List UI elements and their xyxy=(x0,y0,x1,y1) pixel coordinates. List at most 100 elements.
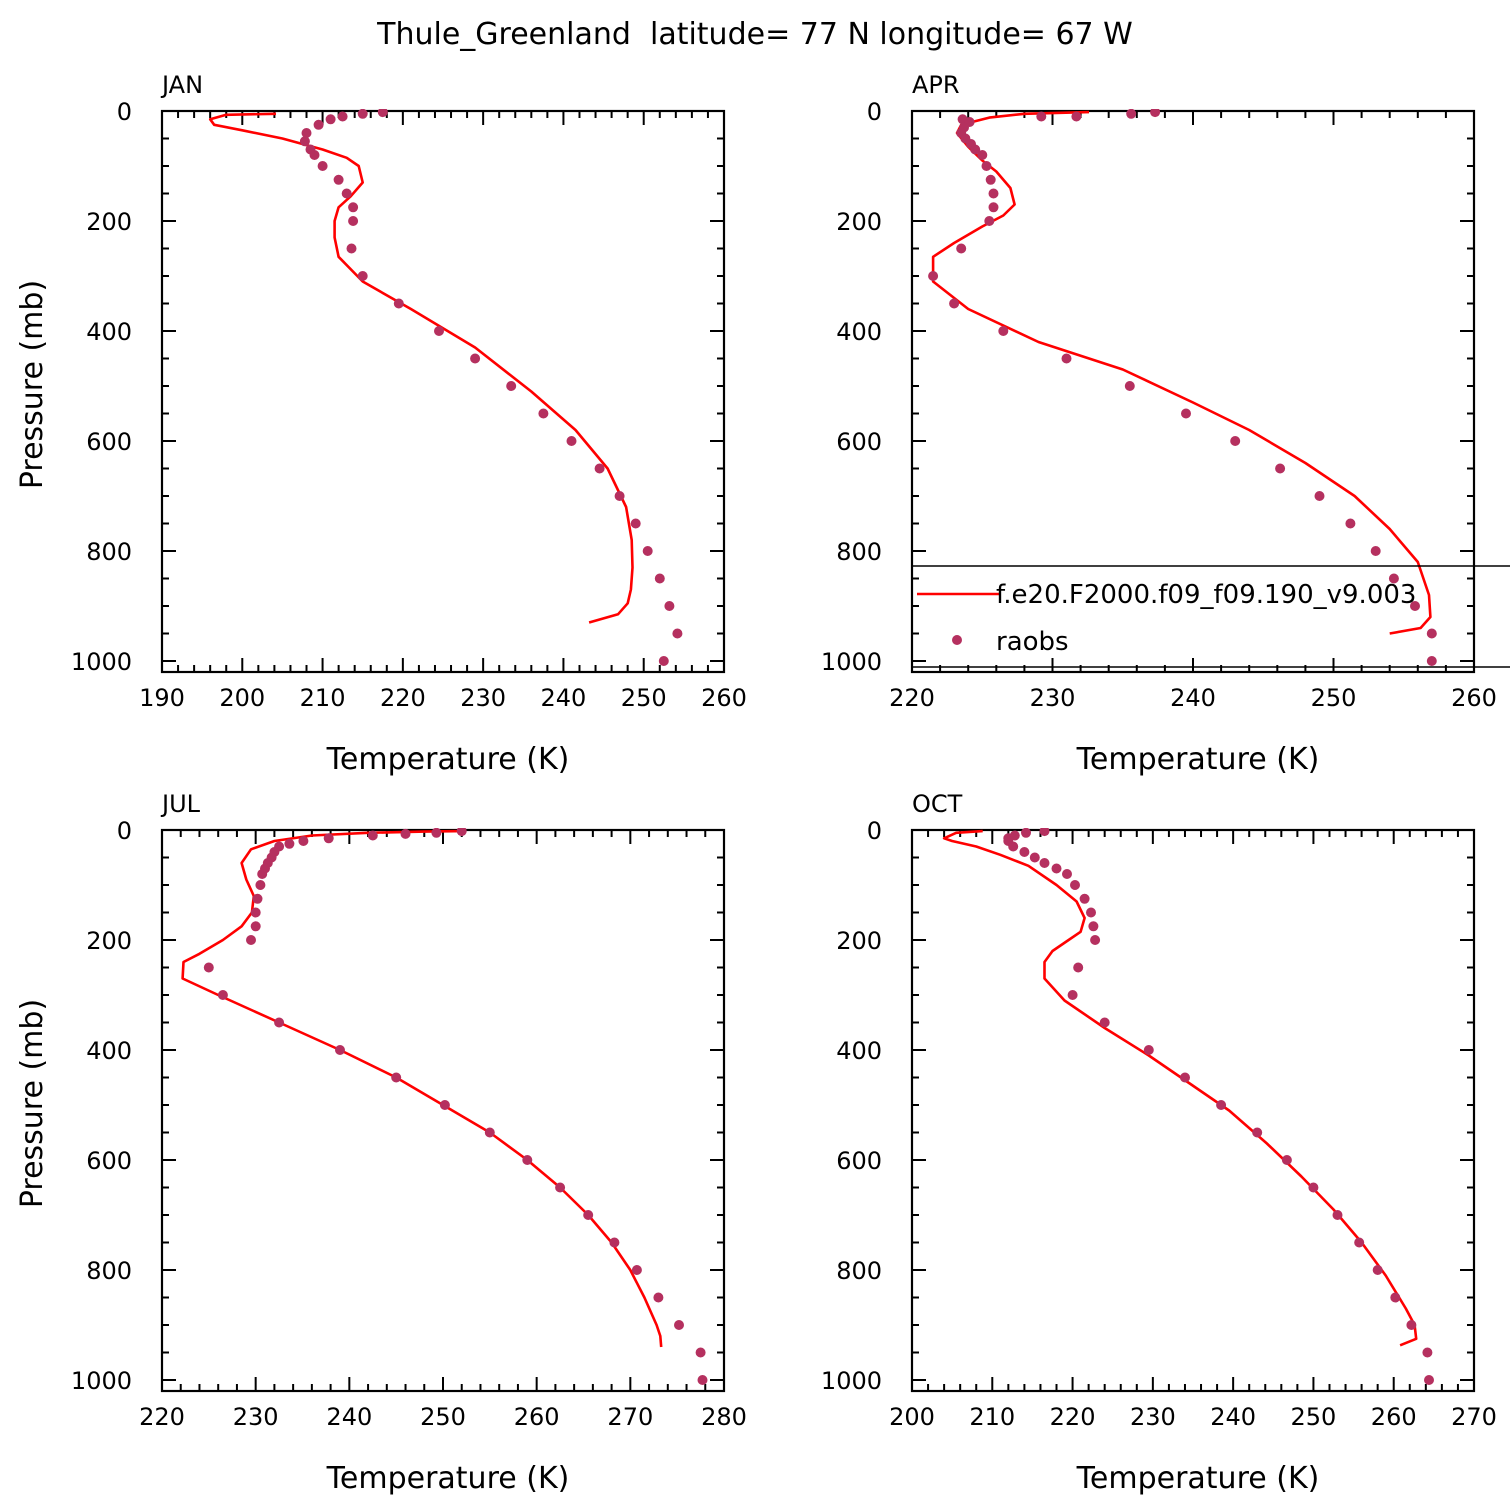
obs-point xyxy=(1039,828,1050,837)
obs-point xyxy=(998,326,1009,336)
obs-point xyxy=(1180,1072,1190,1083)
legend-label-obs: raobs xyxy=(996,627,1069,657)
obs-point xyxy=(348,202,359,213)
obs-point xyxy=(317,161,328,171)
y-tick-label: 400 xyxy=(86,1037,132,1065)
y-tick-label: 1000 xyxy=(821,648,882,676)
obs-point xyxy=(522,1155,533,1165)
obs-point xyxy=(348,216,359,226)
y-axis-label: Pressure (mb) xyxy=(15,999,50,1208)
obs-point xyxy=(1088,921,1099,932)
obs-point xyxy=(484,1127,495,1138)
x-tick-label: 230 xyxy=(233,1403,279,1431)
obs-point xyxy=(1090,935,1101,945)
x-axis-label: Temperature (K) xyxy=(1076,1461,1320,1496)
x-tick-label: 230 xyxy=(1030,684,1076,712)
obs-point xyxy=(341,188,352,199)
x-tick-label: 260 xyxy=(1451,684,1497,712)
obs-point xyxy=(566,436,577,446)
obs-point xyxy=(1124,381,1135,391)
x-tick-label: 230 xyxy=(460,684,506,712)
obs-point xyxy=(956,243,967,254)
obs-point xyxy=(274,1017,285,1028)
y-tick-label: 800 xyxy=(836,1257,882,1285)
x-axis-label: Temperature (K) xyxy=(326,742,570,777)
obs-point xyxy=(1029,852,1040,863)
panel-jan: JAN 190 200 210 220 230 240 250 260 0 200 400 600 800… xyxy=(15,71,747,777)
x-tick-label: 220 xyxy=(889,684,935,712)
x-tick-label: 260 xyxy=(1371,1403,1417,1431)
x-tick-label: 260 xyxy=(514,1403,560,1431)
y-axis-label: Pressure (mb) xyxy=(15,280,50,489)
x-tick-label: 220 xyxy=(139,1403,185,1431)
obs-point xyxy=(298,836,309,846)
panel-apr: APR 220 230 240 250 260 0 200 400 600 800 1000 Tempe… xyxy=(821,71,1497,777)
obs-point xyxy=(1345,518,1356,529)
obs-point xyxy=(1314,491,1325,501)
x-tick-label: 250 xyxy=(1311,684,1357,712)
y-tick-label: 200 xyxy=(86,927,132,955)
obs-point xyxy=(1332,1210,1343,1220)
obs-point xyxy=(1308,1182,1319,1193)
obs-point xyxy=(609,1237,620,1248)
panel-label-jan: JAN xyxy=(160,71,203,99)
obs-point xyxy=(1019,847,1030,857)
obs-point xyxy=(631,1265,642,1275)
obs-point xyxy=(970,144,981,155)
obs-point xyxy=(252,893,263,904)
obs-point xyxy=(985,174,996,185)
obs-point xyxy=(284,838,295,849)
obs-point xyxy=(1252,1127,1263,1138)
x-tick-label: 210 xyxy=(969,1403,1015,1431)
obs-point xyxy=(555,1182,566,1193)
legend-marker-swatch xyxy=(952,635,962,645)
obs-point xyxy=(335,1045,345,1055)
panel-label-jul: JUL xyxy=(160,790,201,818)
x-tick-label: 260 xyxy=(701,684,747,712)
obs-point xyxy=(695,1347,706,1358)
x-tick-label: 240 xyxy=(326,1403,372,1431)
x-tick-label: 250 xyxy=(420,1403,466,1431)
obs-point xyxy=(630,518,641,529)
legend-label-model: f.e20.F2000.f09_f09.190_v9.003 xyxy=(996,580,1416,610)
obs-point xyxy=(1126,109,1137,119)
obs-point xyxy=(393,298,404,309)
obs-point xyxy=(672,628,683,639)
obs-point xyxy=(1275,463,1286,474)
y-tick-label: 800 xyxy=(86,538,132,566)
series-line-model xyxy=(942,829,1418,1347)
obs-point xyxy=(988,188,999,199)
obs-point xyxy=(333,174,344,185)
obs-point xyxy=(1424,1375,1434,1385)
obs-point xyxy=(217,990,228,1000)
y-tick-label: 600 xyxy=(86,428,132,456)
obs-point xyxy=(367,830,378,841)
obs-point xyxy=(357,109,368,119)
obs-point xyxy=(456,828,467,837)
x-axis-label: Temperature (K) xyxy=(1076,742,1320,777)
obs-point xyxy=(1067,990,1078,1000)
obs-point xyxy=(1388,573,1399,584)
obs-point xyxy=(246,935,256,945)
obs-point xyxy=(981,161,992,171)
obs-point xyxy=(323,833,334,844)
x-tick-label: 190 xyxy=(139,684,185,712)
panel-oct: OCT 200 210 220 230 240 250 260 270 0 200 400 600 800… xyxy=(821,790,1497,1496)
obs-point xyxy=(506,381,517,391)
obs-point xyxy=(1422,1347,1433,1358)
obs-point xyxy=(1143,1045,1154,1055)
y-tick-label: 400 xyxy=(836,1037,882,1065)
chart-title: Thule_Greenland latitude= 77 N longitude… xyxy=(376,17,1133,52)
obs-point xyxy=(1410,601,1420,611)
obs-point xyxy=(984,216,995,226)
obs-point xyxy=(299,136,310,147)
x-tick-label: 200 xyxy=(219,684,265,712)
obs-point xyxy=(470,353,481,364)
y-tick-label: 200 xyxy=(86,208,132,236)
obs-point xyxy=(538,408,549,419)
obs-point xyxy=(654,573,665,584)
obs-point xyxy=(949,298,960,309)
obs-point xyxy=(1390,1292,1401,1303)
obs-point xyxy=(1230,436,1241,446)
